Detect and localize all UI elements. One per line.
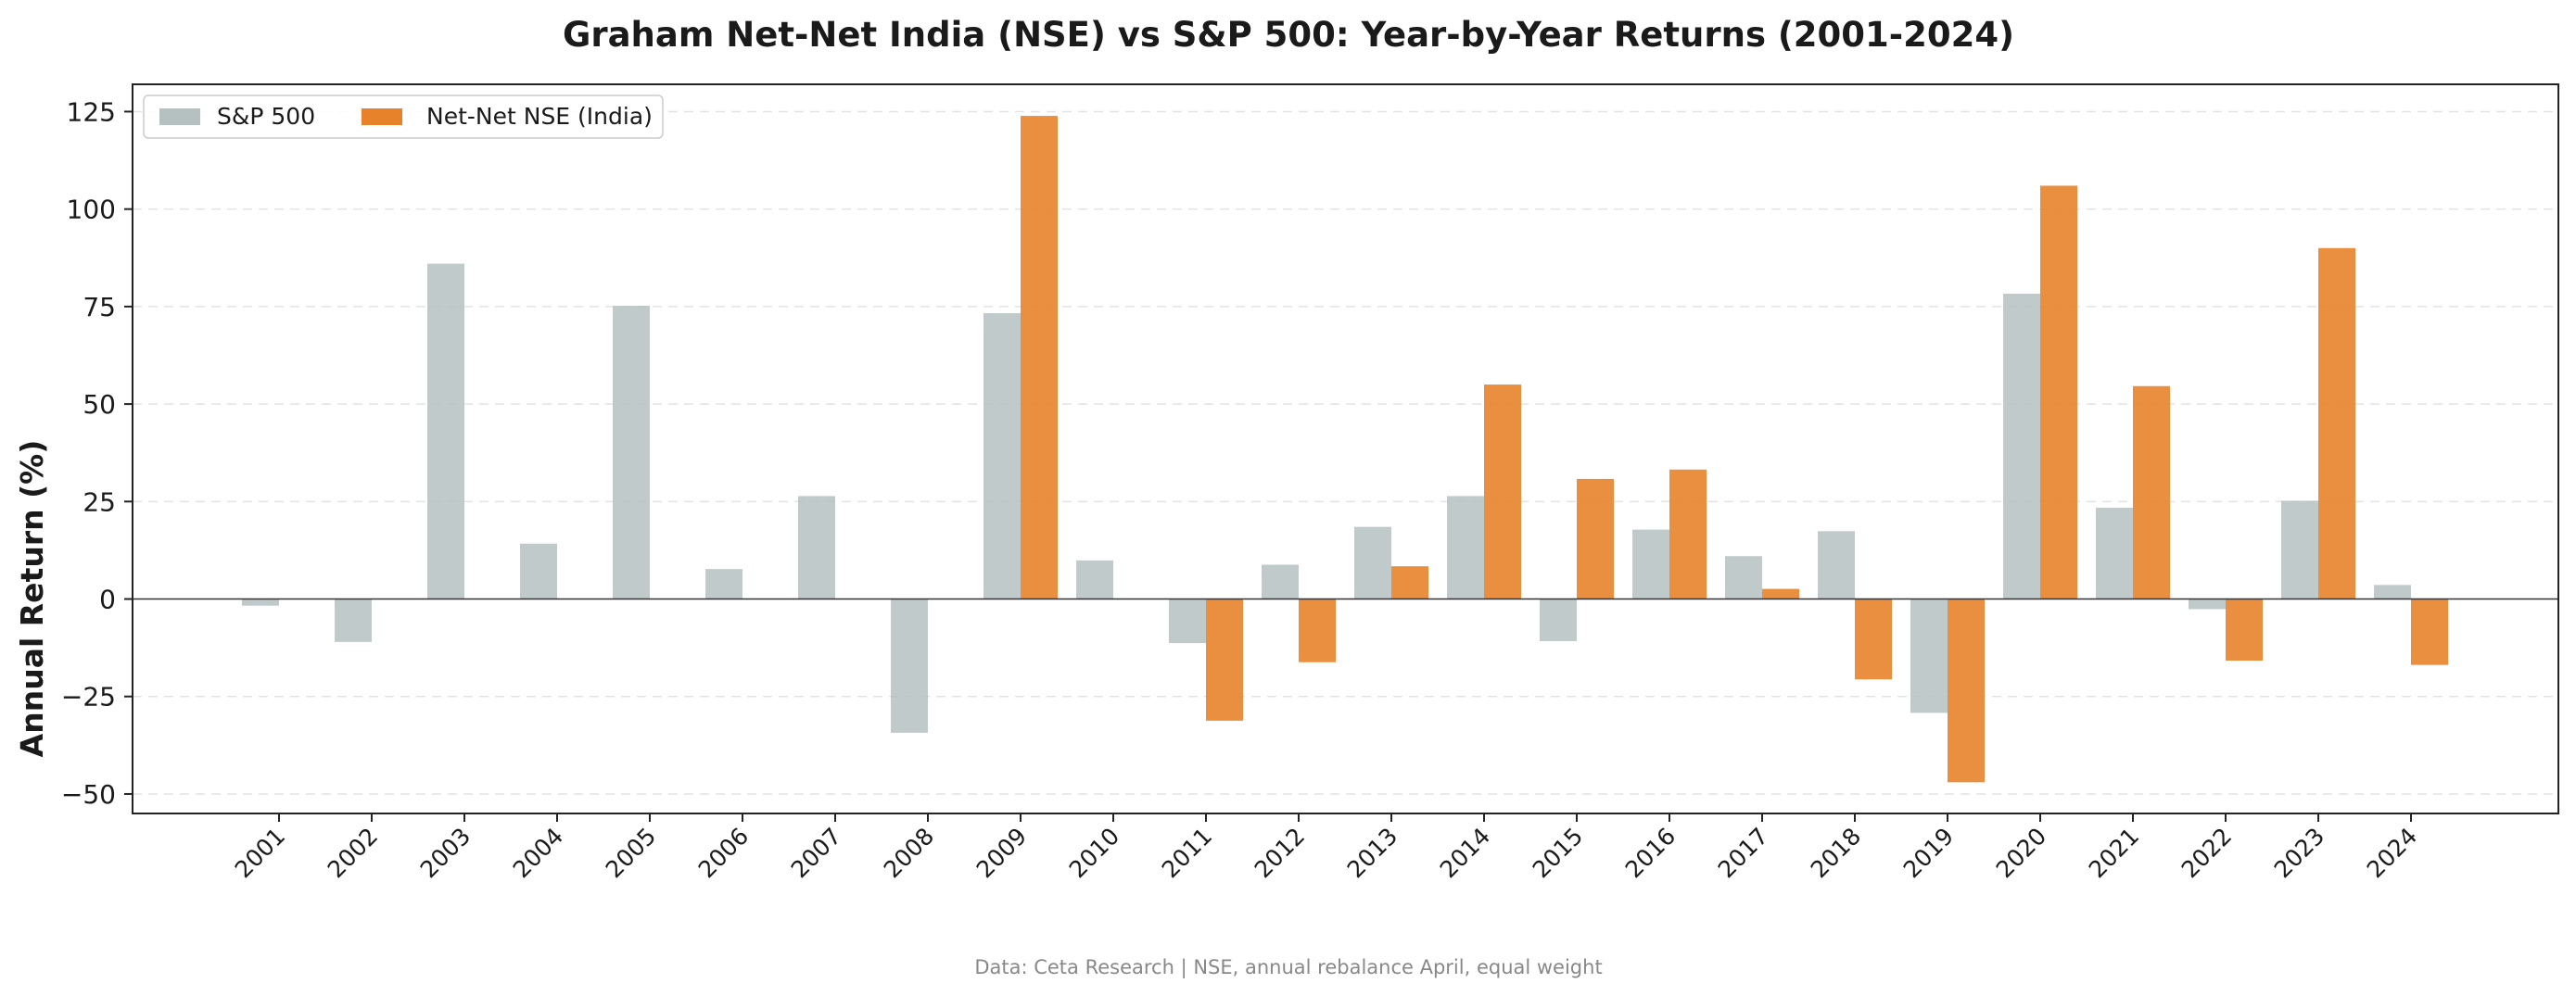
bar-sp500-2013 — [1354, 526, 1391, 599]
bar-sp500-2019 — [1910, 599, 1948, 713]
x-tick-label: 2002 — [323, 823, 383, 883]
bar-sp500-2020 — [2003, 293, 2040, 599]
bar-sp500-2001 — [242, 599, 279, 606]
bar-sp500-2024 — [2374, 585, 2411, 599]
bar-sp500-2015 — [1540, 599, 1577, 641]
y-tick-label: 25 — [82, 486, 116, 517]
x-tick-label: 2001 — [230, 823, 290, 883]
x-tick-label: 2006 — [693, 823, 754, 883]
bar-sp500-2023 — [2281, 500, 2318, 599]
bar-netnet-2018 — [1855, 599, 1892, 680]
x-tick-label: 2003 — [415, 823, 476, 883]
bar-sp500-2022 — [2189, 599, 2226, 610]
bar-sp500-2009 — [983, 313, 1021, 599]
bar-sp500-2004 — [520, 543, 557, 599]
x-tick-label: 2014 — [1435, 823, 1495, 883]
bar-sp500-2012 — [1262, 564, 1299, 599]
x-tick-label: 2024 — [2362, 823, 2422, 883]
y-tick-label: 75 — [82, 292, 116, 322]
bar-netnet-2016 — [1669, 469, 1707, 599]
chart-title: Graham Net-Net India (NSE) vs S&P 500: Y… — [563, 15, 2014, 55]
legend: S&P 500 Net-Net NSE (India) — [143, 95, 664, 139]
x-tick-label: 2008 — [879, 823, 939, 883]
bar-netnet-2012 — [1299, 599, 1336, 662]
x-tick-label: 2016 — [1620, 823, 1681, 883]
bar-sp500-2016 — [1632, 529, 1669, 599]
y-axis-ticks: −50 −25 0 25 50 75 100 125 — [61, 96, 133, 810]
x-tick-label: 2009 — [971, 823, 1032, 883]
bar-sp500-2014 — [1447, 496, 1484, 599]
bar-netnet-2019 — [1948, 599, 1985, 783]
bar-sp500-2011 — [1169, 599, 1206, 644]
x-tick-label: 2018 — [1806, 823, 1866, 883]
grid-lines — [133, 110, 2558, 795]
x-tick-label: 2004 — [508, 823, 568, 883]
bar-sp500-2017 — [1725, 556, 1762, 599]
x-tick-label: 2021 — [2084, 823, 2144, 883]
bar-netnet-2024 — [2411, 599, 2448, 665]
bar-netnet-2011 — [1206, 599, 1243, 721]
bar-sp500-2021 — [2096, 508, 2133, 599]
footer-note: Data: Ceta Research | NSE, annual rebala… — [974, 956, 1602, 979]
bar-netnet-2015 — [1577, 478, 1614, 599]
y-tick-label: 0 — [99, 585, 116, 615]
bar-netnet-2023 — [2318, 247, 2355, 599]
y-tick-label: 50 — [82, 389, 116, 420]
x-tick-label: 2005 — [601, 823, 661, 883]
bar-sp500-2008 — [891, 599, 928, 733]
legend-box — [143, 95, 664, 139]
legend-label-sp500: S&P 500 — [217, 103, 315, 130]
x-tick-label: 2019 — [1898, 823, 1959, 883]
bar-sp500-2010 — [1076, 560, 1113, 599]
bar-sp500-2007 — [798, 496, 835, 599]
bar-netnet-2022 — [2226, 599, 2263, 662]
x-tick-label: 2017 — [1713, 823, 1773, 883]
x-tick-label: 2007 — [786, 823, 846, 883]
legend-swatch-sp500 — [159, 108, 200, 125]
x-tick-label: 2010 — [1064, 823, 1124, 883]
y-tick-label: −25 — [61, 682, 116, 712]
x-tick-label: 2022 — [2176, 823, 2237, 883]
x-tick-label: 2011 — [1157, 823, 1217, 883]
x-tick-label: 2020 — [1991, 823, 2051, 883]
bar-netnet-2009 — [1021, 116, 1058, 599]
y-axis-label: Annual Return (%) — [14, 440, 50, 758]
bar-sp500-2002 — [335, 599, 372, 642]
plot-frame — [132, 83, 2559, 814]
bar-netnet-2014 — [1484, 385, 1521, 599]
x-tick-label: 2012 — [1250, 823, 1310, 883]
bar-netnet-2017 — [1762, 588, 1799, 599]
x-tick-label: 2023 — [2269, 823, 2329, 883]
legend-swatch-netnet — [362, 108, 402, 125]
y-tick-label: 100 — [67, 195, 116, 225]
legend-label-netnet: Net-Net NSE (India) — [426, 103, 653, 130]
x-tick-label: 2015 — [1528, 823, 1588, 883]
bar-netnet-2020 — [2040, 185, 2077, 599]
bar-netnet-2013 — [1391, 566, 1428, 599]
bar-sp500-2003 — [427, 263, 464, 599]
bars — [242, 116, 2448, 783]
bar-sp500-2006 — [705, 569, 742, 599]
y-tick-label: −50 — [61, 779, 116, 810]
bar-sp500-2005 — [613, 306, 650, 599]
bar-netnet-2021 — [2133, 385, 2170, 599]
x-axis-ticks: 2001 2002 2003 2004 2005 2006 2007 2008 2009 2010… — [230, 813, 2422, 883]
bar-sp500-2018 — [1818, 531, 1855, 599]
x-tick-label: 2013 — [1342, 823, 1402, 883]
y-tick-label: 125 — [67, 96, 116, 127]
